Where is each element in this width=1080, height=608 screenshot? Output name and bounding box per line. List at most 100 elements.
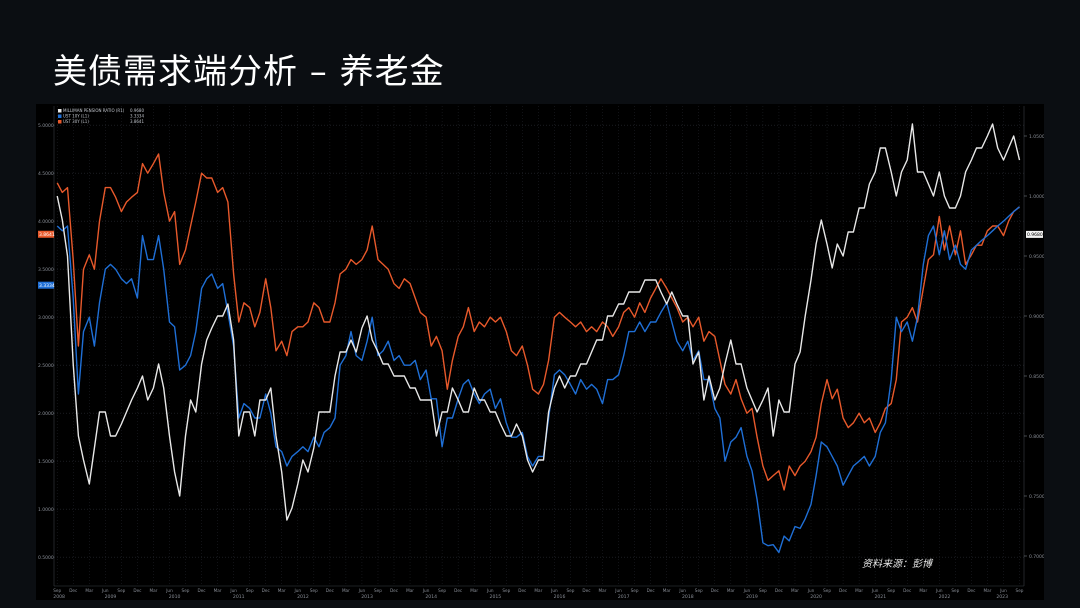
month-tick-label: Sep: [502, 588, 510, 593]
month-tick-label: Jun: [871, 588, 879, 593]
left-axis: 0.5000 1.0000 1.5000 2.0000 2.5000 3.0000 3.50…: [38, 123, 54, 561]
legend: MILLIMAN PENSION RATIO (R1) 0.9680 UST 10Y…: [58, 108, 144, 124]
month-tick-label: Sep: [951, 588, 959, 593]
legend-value: 3.3334: [130, 114, 144, 119]
month-tick-label: Sep: [631, 588, 639, 593]
last-value-tag-label: 3.3334: [39, 283, 55, 289]
last-value-tag: [38, 230, 54, 238]
legend-swatch: [58, 120, 62, 124]
month-tick-label: Dec: [197, 588, 206, 593]
year-tick-label: 2013: [361, 594, 373, 600]
month-tick-label: Mar: [149, 588, 157, 593]
right-tick-label: 1.0000: [1029, 194, 1044, 200]
month-tick-label: Jun: [678, 588, 686, 593]
year-tick-label: 2020: [810, 594, 822, 600]
month-tick-label: Jun: [935, 588, 943, 593]
month-tick-label: Sep: [1016, 588, 1024, 593]
month-tick-label: Sep: [759, 588, 767, 593]
legend-label: UST 30Y (L1): [63, 119, 89, 124]
page-title: 美债需求端分析 – 养老金: [53, 52, 445, 92]
month-tick-label: Mar: [470, 588, 478, 593]
month-tick-label: Mar: [919, 588, 927, 593]
right-axis: 0.7000 0.7500 0.8000 0.8500 0.9000 0.9500 1.00…: [1024, 134, 1044, 560]
month-tick-label: Dec: [647, 588, 656, 593]
month-tick-label: Sep: [438, 588, 446, 593]
month-tick-label: Mar: [791, 588, 799, 593]
month-tick-label: Mar: [85, 588, 93, 593]
month-tick-label: Sep: [695, 588, 703, 593]
right-tick-label: 0.8000: [1029, 434, 1044, 440]
year-tick-label: 2014: [425, 594, 437, 600]
last-value-tag-label: 0.9680: [1027, 232, 1043, 238]
year-tick-label: 2012: [297, 594, 309, 600]
month-tick-label: Jun: [358, 588, 366, 593]
right-tick-label: 0.9500: [1029, 254, 1044, 260]
line-chart: Sep Dec Mar Jun Sep Dec Mar Jun Sep Dec Mar Jun Sep D…: [38, 106, 1044, 600]
month-tick-label: Sep: [246, 588, 254, 593]
chart-container: Sep Dec Mar Jun Sep Dec Mar Jun Sep Dec Mar Jun Sep D…: [36, 104, 1044, 600]
month-tick-label: Mar: [278, 588, 286, 593]
left-tick-label: 4.5000: [38, 171, 54, 177]
year-tick-label: 2010: [169, 594, 181, 600]
year-tick-label: 2022: [939, 594, 951, 600]
left-tick-label: 3.0000: [38, 315, 54, 321]
last-value-tags: 3.8641 3.3334 0.9680: [38, 230, 1043, 289]
month-tick-label: Mar: [983, 588, 991, 593]
left-tick-label: 2.5000: [38, 363, 54, 369]
plot-background: [54, 106, 1024, 586]
right-tick-label: 1.0500: [1029, 134, 1044, 140]
month-tick-label: Mar: [534, 588, 542, 593]
source-note: 资料来源：彭博: [862, 558, 934, 570]
x-axis: Sep Dec Mar Jun Sep Dec Mar Jun Sep Dec Mar Jun Sep D…: [53, 588, 1024, 600]
month-tick-label: Dec: [518, 588, 527, 593]
month-tick-label: Dec: [582, 588, 591, 593]
left-tick-label: 2.0000: [38, 411, 54, 417]
month-tick-label: Mar: [214, 588, 222, 593]
month-tick-label: Dec: [69, 588, 78, 593]
year-tick-label: 2023: [996, 594, 1008, 600]
year-tick-label: 2016: [554, 594, 566, 600]
month-tick-label: Dec: [711, 588, 720, 593]
series-line: [56, 206, 1020, 554]
series-line: [56, 153, 1020, 491]
month-tick-label: Dec: [326, 588, 335, 593]
month-tick-label: Jun: [743, 588, 751, 593]
right-tick-label: 0.7500: [1029, 494, 1044, 500]
month-tick-label: Jun: [229, 588, 237, 593]
month-tick-label: Sep: [53, 588, 61, 593]
last-value-tag: [1026, 230, 1043, 238]
legend-label: UST 10Y (L1): [63, 114, 89, 119]
month-tick-label: Mar: [406, 588, 414, 593]
left-tick-label: 5.0000: [38, 123, 54, 129]
month-tick-label: Dec: [839, 588, 848, 593]
month-tick-label: Jun: [807, 588, 815, 593]
month-tick-label: Dec: [133, 588, 142, 593]
month-tick-label: Dec: [967, 588, 976, 593]
last-value-tag-label: 3.8641: [39, 232, 55, 238]
month-tick-label: Jun: [422, 588, 430, 593]
year-tick-label: 2015: [490, 594, 502, 600]
month-tick-label: Sep: [887, 588, 895, 593]
left-tick-label: 0.5000: [38, 555, 54, 561]
month-tick-label: Dec: [775, 588, 784, 593]
left-tick-label: 1.5000: [38, 459, 54, 465]
year-tick-label: 2018: [682, 594, 694, 600]
month-tick-label: Sep: [310, 588, 318, 593]
month-tick-label: Jun: [294, 588, 302, 593]
legend-value: 0.9680: [130, 108, 144, 113]
month-tick-label: Mar: [663, 588, 671, 593]
month-tick-label: Sep: [823, 588, 831, 593]
legend-swatch: [58, 114, 62, 118]
month-tick-label: Jun: [101, 588, 109, 593]
month-tick-label: Mar: [599, 588, 607, 593]
legend-swatch: [58, 109, 62, 113]
grid-lines: [53, 106, 1025, 587]
left-tick-label: 4.0000: [38, 219, 54, 225]
month-tick-label: Mar: [727, 588, 735, 593]
month-tick-label: Jun: [614, 588, 622, 593]
month-tick-label: Dec: [454, 588, 463, 593]
year-tick-label: 2011: [233, 594, 245, 600]
last-value-tag: [38, 281, 54, 289]
series-layer: [56, 123, 1021, 554]
month-tick-label: Jun: [486, 588, 494, 593]
